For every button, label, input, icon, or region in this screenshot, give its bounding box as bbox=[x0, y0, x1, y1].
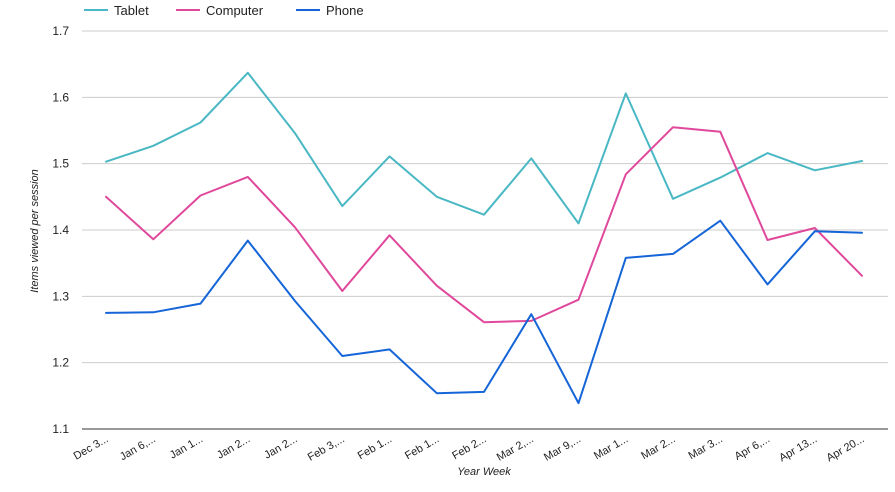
y-tick-label: 1.7 bbox=[52, 24, 69, 38]
x-tick-label: Apr 6,... bbox=[733, 433, 772, 463]
y-axis-title: Items viewed per session bbox=[29, 169, 41, 293]
x-tick-label: Feb 3,... bbox=[306, 433, 347, 464]
grid bbox=[82, 30, 888, 430]
legend: Tablet Computer Phone bbox=[84, 3, 364, 18]
series-line-phone bbox=[105, 219, 863, 405]
x-tick-label: Apr 13... bbox=[777, 433, 819, 464]
x-axis-title: Year Week bbox=[457, 466, 511, 478]
legend-label-tablet: Tablet bbox=[114, 3, 149, 18]
x-tick-label: Mar 3... bbox=[686, 433, 724, 462]
x-tick-label: Feb 2... bbox=[450, 433, 488, 462]
series-line-tablet bbox=[105, 71, 863, 225]
y-tick-label: 1.5 bbox=[52, 157, 69, 171]
y-axis-ticks: 1.1 1.2 1.3 1.4 1.5 1.6 1.7 bbox=[52, 24, 69, 436]
y-tick-label: 1.6 bbox=[52, 90, 69, 104]
legend-label-phone: Phone bbox=[326, 3, 364, 18]
x-tick-label: Jan 6,... bbox=[118, 433, 158, 463]
x-tick-label: Mar 1... bbox=[592, 433, 630, 462]
y-tick-label: 1.3 bbox=[52, 289, 69, 303]
x-tick-label: Mar 9,... bbox=[542, 433, 583, 464]
x-axis-ticks: Dec 3... Jan 6,... Jan 1... Jan 2... Jan 2..… bbox=[72, 433, 867, 464]
y-tick-label: 1.1 bbox=[52, 422, 69, 436]
series-lines bbox=[105, 71, 863, 405]
y-tick-label: 1.2 bbox=[52, 356, 69, 370]
legend-label-computer: Computer bbox=[206, 3, 264, 18]
y-tick-label: 1.4 bbox=[52, 223, 69, 237]
x-tick-label: Jan 2... bbox=[215, 433, 252, 461]
x-tick-label: Mar 2... bbox=[639, 433, 677, 462]
x-tick-label: Feb 1... bbox=[356, 433, 394, 462]
x-tick-label: Dec 3... bbox=[72, 433, 111, 462]
x-tick-label: Jan 1... bbox=[168, 433, 205, 461]
x-tick-label: Jan 2... bbox=[262, 433, 299, 461]
x-tick-label: Feb 1... bbox=[403, 433, 441, 462]
x-tick-label: Mar 2,... bbox=[495, 433, 536, 464]
x-tick-label: Apr 20... bbox=[824, 433, 866, 464]
series-line-computer bbox=[105, 126, 863, 324]
